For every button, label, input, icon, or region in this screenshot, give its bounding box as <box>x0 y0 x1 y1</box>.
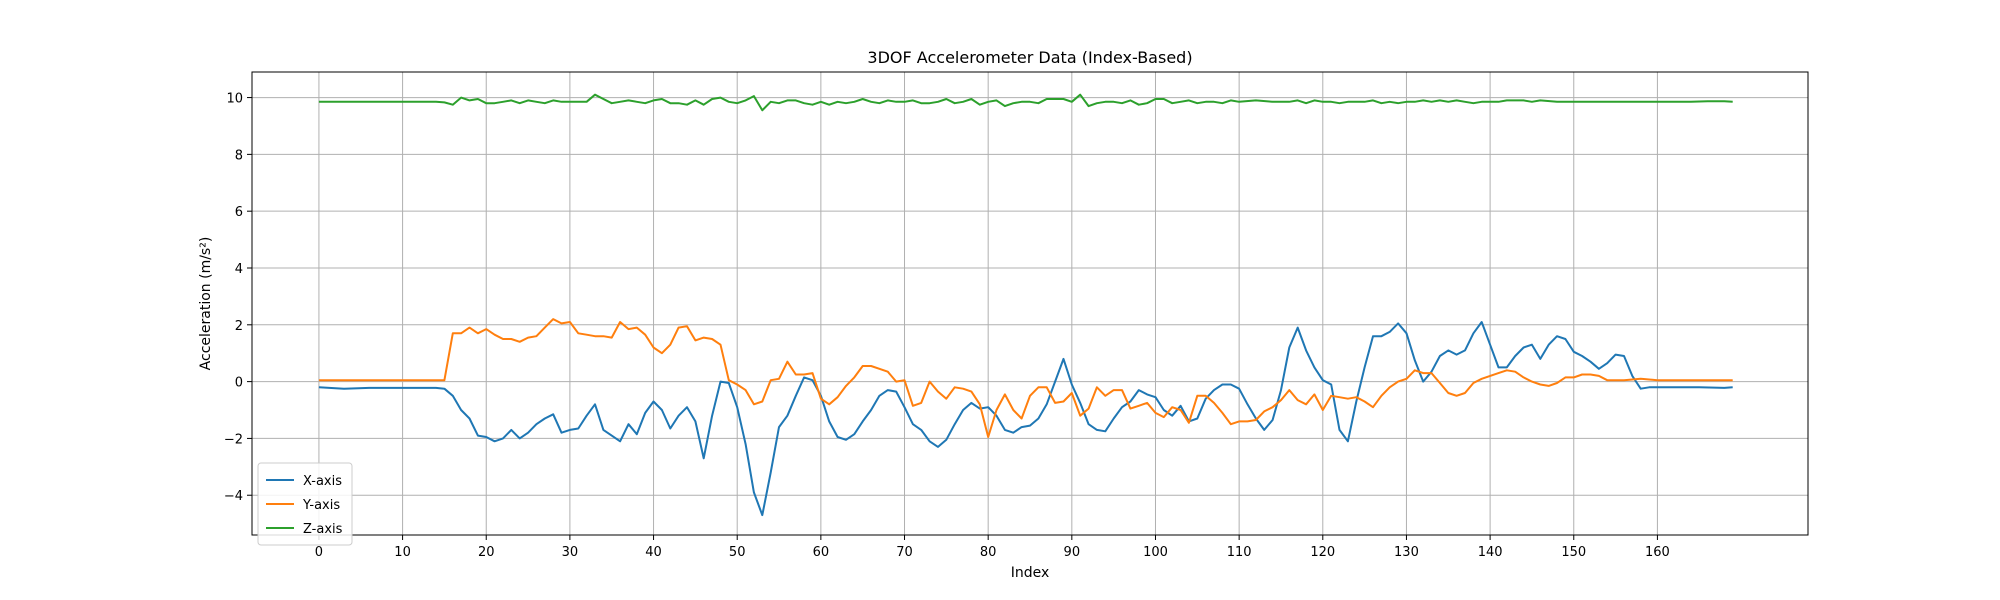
y-tick-label: 2 <box>235 319 243 334</box>
y-tick-label: 6 <box>235 205 243 220</box>
x-tick-label: 30 <box>562 545 579 560</box>
x-tick-label: 100 <box>1143 545 1168 560</box>
x-tick-label: 10 <box>394 545 411 560</box>
legend-box <box>257 462 353 546</box>
grid-layer <box>252 72 1808 535</box>
x-tick-label: 110 <box>1227 545 1252 560</box>
x-tick-label: 0 <box>315 545 323 560</box>
y-tick-label: −4 <box>224 489 243 504</box>
series-line-y-axis <box>318 318 1733 438</box>
ticks-layer: 0 10 20 30 40 50 60 70 80 90 100 110 120 130 140 150 160… <box>224 92 1670 560</box>
x-tick-label: 40 <box>645 545 662 560</box>
legend-label: X-axis <box>303 474 342 489</box>
y-axis-title: Acceleration (m/s²) <box>198 237 214 371</box>
series-line-z-axis <box>318 93 1733 112</box>
x-tick-label: 150 <box>1561 545 1586 560</box>
x-tick-label: 80 <box>980 545 997 560</box>
legend-label: Z-axis <box>303 522 343 537</box>
legend-label: Y-axis <box>302 498 340 513</box>
chart-title: 3DOF Accelerometer Data (Index-Based) <box>867 48 1192 67</box>
series-layer <box>318 93 1733 517</box>
x-tick-label: 70 <box>896 545 913 560</box>
y-tick-label: 4 <box>235 262 243 277</box>
x-tick-label: 140 <box>1478 545 1503 560</box>
y-tick-label: 10 <box>226 92 243 107</box>
x-tick-label: 90 <box>1064 545 1081 560</box>
legend: X-axis Y-axis Z-axis <box>257 462 353 546</box>
x-axis-title: Index <box>1011 565 1050 581</box>
plot-frame <box>251 71 1809 536</box>
x-tick-label: 50 <box>729 545 746 560</box>
series-line-x-axis <box>318 321 1733 517</box>
y-tick-label: 0 <box>235 376 243 391</box>
x-tick-label: 130 <box>1394 545 1419 560</box>
x-tick-label: 60 <box>813 545 830 560</box>
x-tick-label: 160 <box>1645 545 1670 560</box>
x-tick-label: 20 <box>478 545 495 560</box>
y-tick-label: −2 <box>224 432 243 447</box>
x-tick-label: 120 <box>1310 545 1335 560</box>
y-tick-label: 8 <box>235 148 243 163</box>
